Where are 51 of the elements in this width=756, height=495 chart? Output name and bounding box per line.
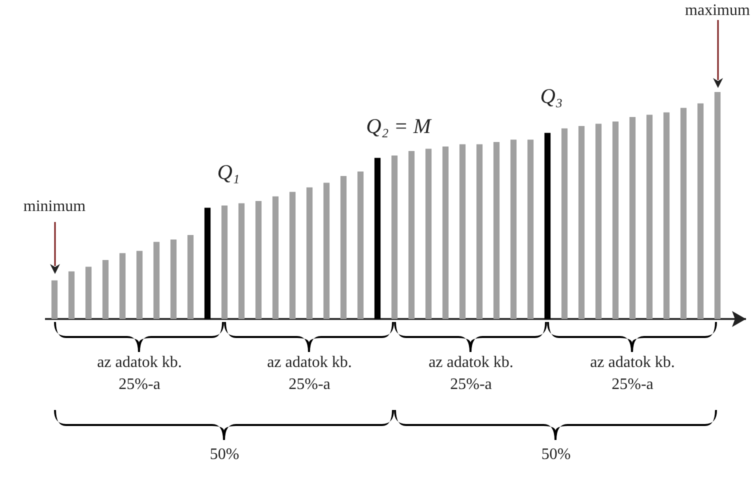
bar — [204, 208, 211, 319]
bar — [221, 206, 228, 319]
text: maximum — [685, 2, 750, 20]
bar — [170, 240, 177, 319]
bar — [714, 92, 721, 319]
bar — [153, 242, 160, 319]
bar — [544, 132, 551, 319]
bar — [238, 203, 245, 319]
annotation: Q₃ — [540, 84, 563, 109]
bar — [374, 158, 381, 319]
bar — [289, 192, 296, 319]
bar — [272, 196, 279, 319]
bar — [680, 108, 687, 319]
bar — [340, 176, 347, 319]
text: az adatok kb. 25%-a — [428, 353, 514, 395]
bar — [306, 187, 313, 319]
text: az adatok kb. 25%-a — [589, 353, 676, 395]
bar — [187, 235, 194, 319]
bar — [476, 144, 483, 319]
bar — [629, 116, 636, 319]
bar — [493, 142, 500, 319]
bar — [459, 144, 466, 319]
bar — [102, 260, 109, 319]
bar — [578, 126, 585, 319]
bar — [255, 200, 262, 319]
annotation: minimum — [23, 198, 86, 216]
bar — [408, 151, 415, 319]
text: az adatok kb. 25%-a — [96, 353, 183, 395]
bar — [119, 253, 126, 319]
bar — [595, 124, 602, 319]
annotation: Q₂ = M — [366, 114, 431, 139]
annotation: Q₁ — [217, 160, 240, 185]
bar — [527, 140, 534, 319]
text: az adatok kb. 25%-a — [266, 353, 353, 395]
bar — [646, 114, 653, 319]
bar — [51, 280, 58, 319]
bar — [68, 271, 75, 319]
bar — [442, 146, 449, 319]
text: 50% — [541, 446, 571, 464]
bar — [561, 128, 568, 319]
bar — [85, 266, 92, 319]
bar — [697, 103, 704, 319]
bar — [612, 122, 619, 319]
bar — [663, 112, 670, 319]
bar — [425, 148, 432, 319]
bar — [357, 171, 364, 319]
bar — [323, 182, 330, 319]
text: 50% — [210, 446, 240, 464]
bar — [136, 250, 143, 319]
bar — [391, 156, 398, 319]
bar — [510, 140, 517, 319]
